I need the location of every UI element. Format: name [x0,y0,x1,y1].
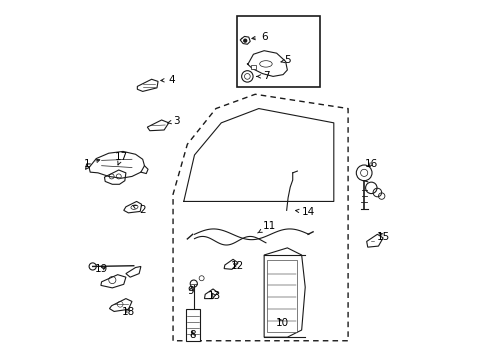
Circle shape [243,39,247,43]
Text: 1: 1 [84,159,100,169]
Text: 16: 16 [364,159,377,169]
Text: 6: 6 [251,32,267,42]
Text: 10: 10 [275,318,288,328]
Text: 14: 14 [295,207,315,217]
Text: 13: 13 [207,291,220,301]
Bar [266,260,296,332]
Text: 9: 9 [187,286,194,296]
Text: 11: 11 [257,221,276,233]
Text: 5: 5 [281,55,290,65]
Bar [251,65,255,68]
Text: 18: 18 [122,307,135,317]
Text: 7: 7 [256,71,269,81]
Text: 3: 3 [167,116,180,126]
Text: 2: 2 [133,205,146,215]
Text: 17: 17 [114,152,128,165]
Text: 12: 12 [230,261,244,271]
Text: 4: 4 [161,75,174,85]
Bar [237,16,319,87]
Text: 15: 15 [376,232,389,242]
Text: 19: 19 [95,264,108,274]
Text: 8: 8 [189,330,196,341]
Bar [185,309,200,341]
